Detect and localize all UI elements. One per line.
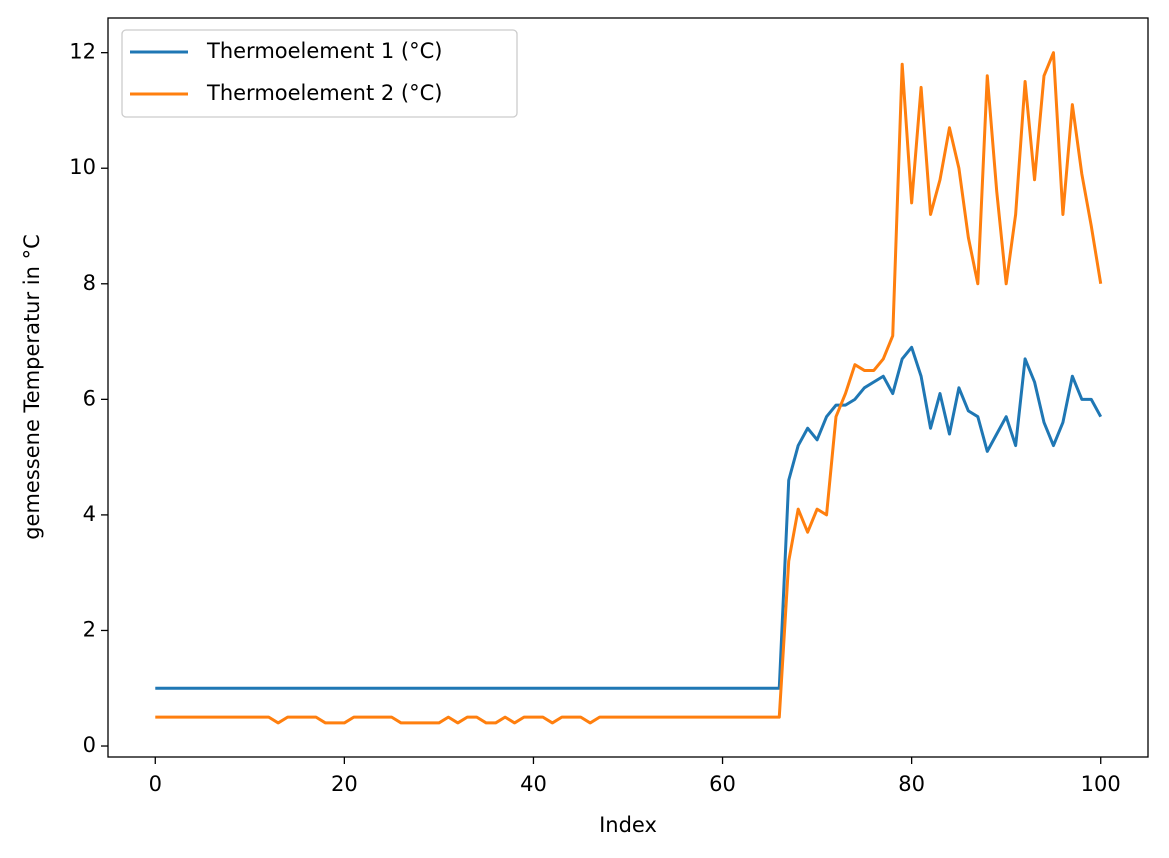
series-line xyxy=(155,51,1103,725)
y-tick-label: 6 xyxy=(83,386,96,410)
legend-box xyxy=(121,29,518,118)
y-tick-label: 4 xyxy=(83,502,96,526)
x-tick-label: 80 xyxy=(898,772,925,796)
x-tick-label: 40 xyxy=(520,772,547,796)
x-tick-label: 60 xyxy=(709,772,736,796)
x-tick-label: 0 xyxy=(149,772,162,796)
y-tick-label: 2 xyxy=(83,617,96,641)
y-tick-label: 0 xyxy=(83,733,96,757)
x-tick-label: 20 xyxy=(331,772,358,796)
y-axis-label: gemessene Temperatur in °C xyxy=(20,234,44,540)
legend-label: Thermoelement 1 (°C) xyxy=(206,39,442,63)
y-tick-label: 8 xyxy=(83,271,96,295)
x-axis-label: Index xyxy=(599,813,657,837)
y-tick-label: 10 xyxy=(69,155,96,179)
plot-frame xyxy=(107,17,1149,758)
y-tick-label: 12 xyxy=(69,40,96,64)
legend-label: Thermoelement 2 (°C) xyxy=(206,81,442,105)
series-line xyxy=(155,345,1103,690)
x-tick-label: 100 xyxy=(1081,772,1121,796)
